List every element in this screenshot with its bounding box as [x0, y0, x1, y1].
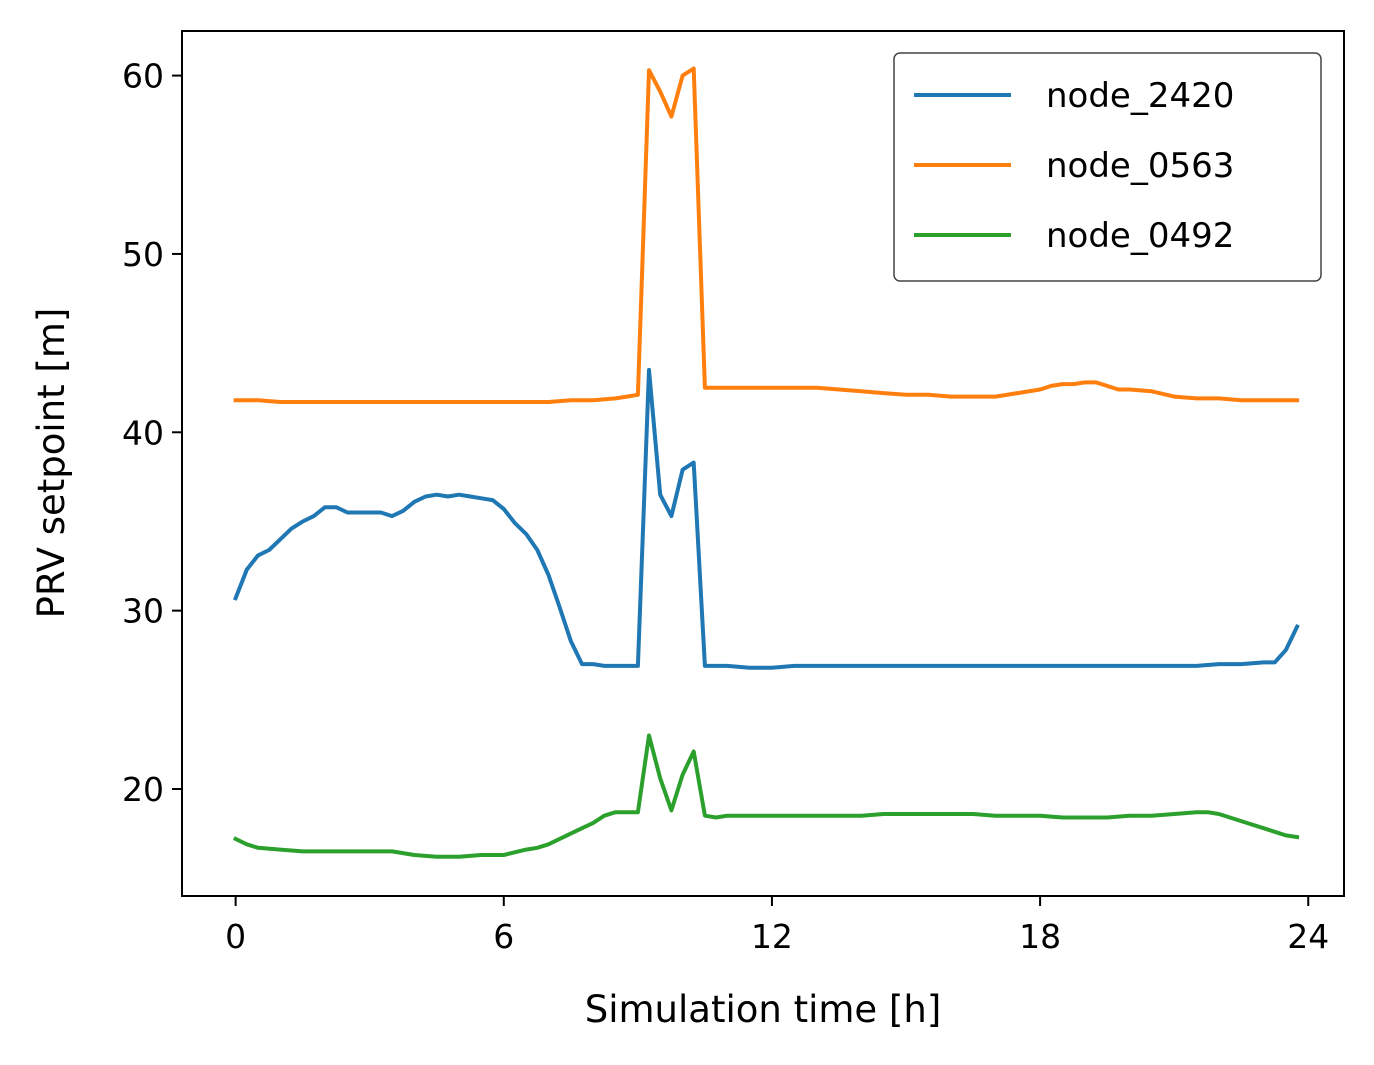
series-line-node_2420	[233, 367, 1300, 670]
y-tick-label: 30	[122, 592, 164, 631]
plot-frame	[181, 30, 1345, 897]
x-tick-label: 0	[225, 917, 246, 956]
series-layer	[232, 66, 1300, 859]
y-axis: 20 30 40 50 60	[122, 57, 182, 809]
y-tick-label: 40	[122, 413, 164, 452]
legend-box	[893, 52, 1322, 282]
series-line-node_0563	[233, 66, 1300, 404]
legend-label-node_0492: node_0492	[1046, 216, 1234, 256]
legend-label-node_2420: node_2420	[1046, 76, 1234, 116]
y-tick-label: 60	[122, 57, 164, 96]
series-line-node_0492	[232, 733, 1300, 859]
y-axis-label: PRV setpoint [m]	[30, 308, 73, 619]
legend-label-node_0563: node_0563	[1046, 146, 1234, 186]
x-tick-label: 12	[751, 917, 793, 956]
y-tick-label: 50	[122, 235, 164, 274]
x-axis-label: Simulation time [h]	[585, 988, 942, 1031]
x-axis: 0 6 12 18 24	[225, 896, 1329, 956]
x-tick-label: 6	[493, 917, 514, 956]
x-tick-label: 18	[1019, 917, 1061, 956]
y-tick-label: 20	[122, 770, 164, 809]
x-tick-label: 24	[1287, 917, 1329, 956]
legend: node_2420 node_0563 node_0492	[893, 52, 1322, 282]
